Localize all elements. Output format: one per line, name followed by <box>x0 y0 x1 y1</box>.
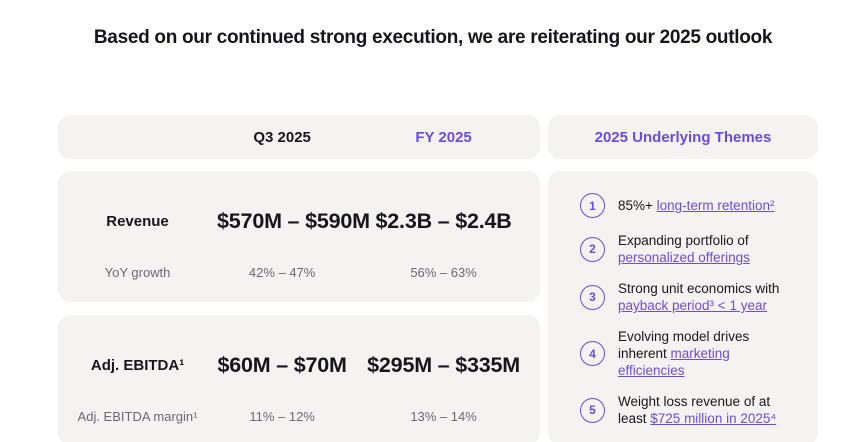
yoy-growth-fy-value: 56% – 63% <box>410 265 477 280</box>
guidance-table: Q3 2025 FY 2025 Revenue $570M – $590M $2… <box>58 115 540 442</box>
theme-number-badge: 5 <box>580 397 605 423</box>
personalized-offerings-link[interactable]: personalized offerings <box>618 250 750 265</box>
theme-item-personalized-offerings: 2 Expanding portfolio of personalized of… <box>580 232 800 266</box>
theme-text: Strong unit economics with payback perio… <box>618 280 800 314</box>
theme-item-unit-economics: 3 Strong unit economics with payback per… <box>580 280 800 314</box>
weight-loss-revenue-link[interactable]: $725 million in 2025⁴ <box>650 411 777 426</box>
theme-text-prefix: Evolving model drives inherent <box>618 329 750 361</box>
ebitda-margin-q3-value: 11% – 12% <box>249 409 315 424</box>
slide-content: Q3 2025 FY 2025 Revenue $570M – $590M $2… <box>58 115 818 442</box>
ebitda-fy-value: $295M – $335M <box>367 353 520 377</box>
spacer <box>58 302 540 315</box>
column-header-fy-2025: FY 2025 <box>415 128 472 146</box>
revenue-main-row: Revenue $570M – $590M $2.3B – $2.4B <box>58 209 540 234</box>
theme-item-weight-loss-revenue: 5 Weight loss revenue of at least $725 m… <box>580 393 800 427</box>
theme-text-prefix: Expanding portfolio of <box>618 233 749 248</box>
ebitda-card: Adj. EBITDA¹ $60M – $70M $295M – $335M A… <box>58 315 540 442</box>
outlook-slide: Based on our continued strong execution,… <box>0 27 866 442</box>
themes-header: 2025 Underlying Themes <box>548 115 818 159</box>
theme-text-prefix: 85%+ <box>618 198 657 213</box>
revenue-sub-row: YoY growth 42% – 47% 56% – 63% <box>58 265 540 280</box>
themes-list: 1 85%+ long-term retention² 2 Expanding … <box>548 171 818 442</box>
column-header-q3-2025: Q3 2025 <box>253 128 311 146</box>
theme-number: 1 <box>589 198 596 213</box>
retention-link[interactable]: long-term retention² <box>656 198 775 213</box>
theme-text: Expanding portfolio of personalized offe… <box>618 232 800 266</box>
ebitda-sub-row: Adj. EBITDA margin¹ 11% – 12% 13% – 14% <box>58 409 540 424</box>
ebitda-margin-fy-value: 13% – 14% <box>410 409 477 424</box>
theme-text: 85%+ long-term retention² <box>618 197 774 214</box>
theme-item-marketing-efficiencies: 4 Evolving model drives inherent marketi… <box>580 328 800 379</box>
theme-number: 4 <box>589 346 596 361</box>
theme-item-retention: 1 85%+ long-term retention² <box>580 193 800 218</box>
theme-number: 5 <box>589 403 596 417</box>
theme-number: 3 <box>589 290 596 304</box>
payback-period-link[interactable]: payback period³ < 1 year <box>618 298 767 313</box>
revenue-fy-value: $2.3B – $2.4B <box>375 209 512 233</box>
theme-text-prefix: Weight loss revenue of at least <box>618 394 771 426</box>
theme-number: 2 <box>589 242 596 256</box>
ebitda-q3-value: $60M – $70M <box>217 353 347 377</box>
ebitda-margin-label: Adj. EBITDA margin¹ <box>77 409 198 424</box>
theme-number-badge: 2 <box>580 236 605 262</box>
theme-number-badge: 1 <box>580 193 605 218</box>
yoy-growth-label: YoY growth <box>104 265 171 280</box>
ebitda-main-row: Adj. EBITDA¹ $60M – $70M $295M – $335M <box>58 353 540 378</box>
theme-number-badge: 4 <box>580 341 605 366</box>
table-header-row: Q3 2025 FY 2025 <box>58 115 540 159</box>
ebitda-label: Adj. EBITDA¹ <box>90 357 185 374</box>
slide-title: Based on our continued strong execution,… <box>93 27 773 48</box>
theme-text-prefix: Strong unit economics with <box>618 281 780 296</box>
theme-text: Evolving model drives inherent marketing… <box>618 328 800 379</box>
revenue-q3-value: $570M – $590M <box>217 209 370 233</box>
revenue-label: Revenue <box>106 213 169 230</box>
yoy-growth-q3-value: 42% – 47% <box>248 265 316 280</box>
revenue-card: Revenue $570M – $590M $2.3B – $2.4B YoY … <box>58 171 540 302</box>
themes-panel: 2025 Underlying Themes 1 85%+ long-term … <box>548 115 818 442</box>
marketing-efficiencies-link[interactable]: marketing efficiencies <box>618 346 730 378</box>
theme-number-badge: 3 <box>580 284 605 310</box>
theme-text: Weight loss revenue of at least $725 mil… <box>618 393 800 427</box>
